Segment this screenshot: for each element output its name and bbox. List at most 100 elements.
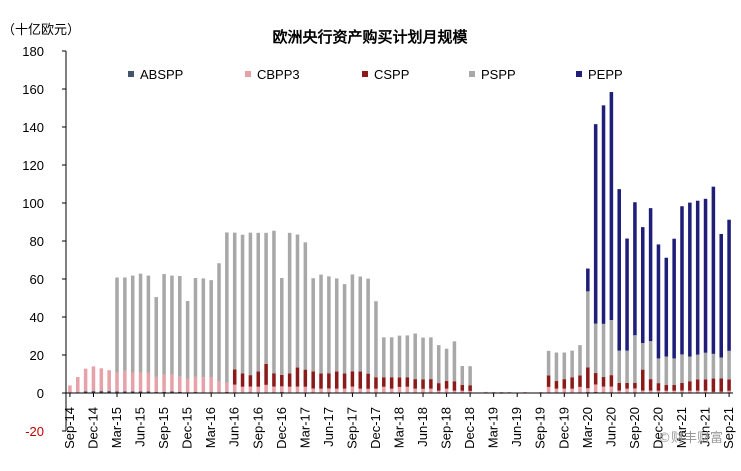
bar-abspp-2015-10: [170, 391, 174, 393]
bar-pspp-2018-03: [397, 335, 402, 378]
bar-cbpp3-2020-08: [625, 388, 629, 393]
bar-pepp-2020-11: [648, 208, 653, 342]
x-tick-label: Sep-14: [62, 407, 77, 449]
bar-cbpp3-2016-04: [217, 381, 221, 393]
bar-cbpp3-2021-07: [711, 391, 716, 393]
bar-cspp-2016-06: [232, 369, 237, 385]
bar-pepp-2021-09: [727, 219, 731, 351]
bar-cbpp3-2020-05: [601, 386, 606, 393]
bar-pspp-2020-08: [625, 350, 629, 383]
bar-cbpp3-2018-11: [460, 390, 465, 393]
bar-pspp-2017-12: [374, 301, 378, 378]
bar-cspp-2020-05: [601, 377, 606, 387]
bar-cspp-2017-03: [303, 369, 308, 387]
bar-cbpp3-2016-11: [272, 386, 276, 393]
y-tick-label: 0: [37, 386, 44, 401]
bar-pepp-2020-08: [625, 238, 629, 351]
bar-cspp-2021-01: [664, 385, 669, 391]
bar-pspp-2015-12: [185, 301, 190, 379]
bar-abspp-2015-06: [138, 391, 143, 393]
bar-cspp-2019-12: [562, 379, 567, 389]
bar-cspp-2017-05: [319, 373, 323, 389]
bar-pspp-2018-12: [468, 366, 472, 386]
bar-cspp-2017-07: [334, 371, 339, 389]
bar-pepp-2020-03: [586, 268, 590, 292]
x-tick-label: Jun-19: [509, 407, 524, 447]
bar-pspp-2016-11: [272, 230, 276, 374]
bar-cspp-2017-01: [287, 373, 292, 387]
bar-cspp-2018-08: [436, 383, 441, 391]
x-tick-label: Sep-15: [156, 407, 171, 449]
x-tick-label: Jun-20: [603, 407, 618, 447]
bar-pepp-2020-09: [633, 202, 637, 336]
bar-cbpp3-2020-11: [648, 390, 653, 393]
bar-pspp-2021-02: [672, 358, 676, 386]
bar-pspp-2018-05: [413, 333, 417, 380]
unit-label: （十亿欧元）: [2, 23, 80, 38]
bar-cspp-2017-02: [295, 367, 300, 387]
legend-label-pspp: PSPP: [481, 67, 516, 82]
bar-cspp-2021-08: [719, 378, 723, 392]
bar-cbpp3-2018-06: [421, 388, 425, 393]
bar-cbpp3-2020-02: [578, 386, 582, 393]
x-tick-label: Dec-19: [556, 407, 571, 449]
bar-cbpp3-2014-09: [68, 385, 72, 393]
bar-pspp-2020-10: [640, 343, 645, 370]
x-tick-label: Sep-16: [250, 407, 265, 449]
bar-pspp-2015-08: [154, 297, 159, 377]
bar-pspp-2021-04: [688, 356, 692, 382]
bar-cbpp3-2015-01: [99, 368, 104, 392]
y-tick-label: 160: [22, 82, 44, 97]
bar-pspp-2016-05: [225, 232, 229, 383]
bar-pspp-2015-09: [162, 274, 166, 375]
bar-pspp-2016-07: [240, 234, 245, 374]
bar-cspp-2018-10: [452, 381, 457, 391]
bar-cbpp3-2021-02: [672, 390, 676, 393]
bar-pspp-2016-06: [232, 232, 237, 370]
bar-cbpp3-2018-08: [436, 390, 441, 393]
x-tick-label: Dec-18: [462, 407, 477, 449]
bar-cspp-2019-10: [546, 375, 551, 387]
bar-cbpp3-2015-06: [138, 372, 143, 392]
bar-pspp-2016-08: [248, 232, 253, 376]
bar-cbpp3-2015-10: [170, 374, 174, 392]
bar-cbpp3-2021-08: [719, 391, 723, 393]
legend-swatch-abspp: [128, 71, 134, 77]
bar-pspp-2020-12: [656, 358, 661, 384]
bar-cspp-2021-07: [711, 378, 716, 392]
bar-cspp-2021-03: [680, 382, 684, 391]
bar-cbpp3-2015-05: [130, 372, 135, 392]
y-tick-label: 140: [22, 120, 44, 135]
bar-pspp-2017-01: [287, 232, 292, 374]
bar-pspp-2015-11: [178, 275, 182, 377]
bar-cbpp3-2017-08: [342, 388, 347, 393]
x-tick-label: Mar-19: [486, 407, 501, 448]
x-tick-label: Mar-16: [203, 407, 218, 448]
y-tick-label: 60: [30, 272, 44, 287]
bar-cspp-2020-10: [640, 369, 645, 391]
legend-label-cspp: CSPP: [374, 67, 409, 82]
bar-cbpp3-2017-04: [311, 388, 315, 393]
bar-cspp-2021-04: [688, 381, 692, 391]
bar-pepp-2020-12: [656, 244, 661, 359]
bar-cbpp3-2021-03: [680, 390, 684, 393]
y-tick-label: 20: [30, 348, 44, 363]
bar-pspp-2020-01: [570, 350, 574, 378]
x-tick-label: Jun-17: [321, 407, 336, 447]
bar-pspp-2021-07: [711, 353, 716, 379]
y-tick-label: 40: [30, 310, 44, 325]
legend-swatch-cbpp3: [245, 71, 251, 77]
bar-abspp-2014-11: [83, 391, 88, 393]
bar-pspp-2017-10: [358, 276, 363, 372]
bar-cspp-2021-09: [727, 379, 731, 391]
chart-title: 欧洲央行资产购买计划月规模: [272, 28, 468, 46]
bar-cspp-2016-08: [248, 375, 253, 387]
bar-cspp-2020-01: [570, 377, 574, 389]
bar-pepp-2021-07: [711, 186, 716, 354]
bar-cspp-2017-04: [311, 371, 315, 389]
x-tick-label: Mar-15: [109, 407, 124, 448]
bar-cspp-2020-12: [656, 383, 661, 391]
bar-cspp-2017-09: [350, 371, 355, 387]
bar-pepp-2021-06: [703, 198, 708, 353]
